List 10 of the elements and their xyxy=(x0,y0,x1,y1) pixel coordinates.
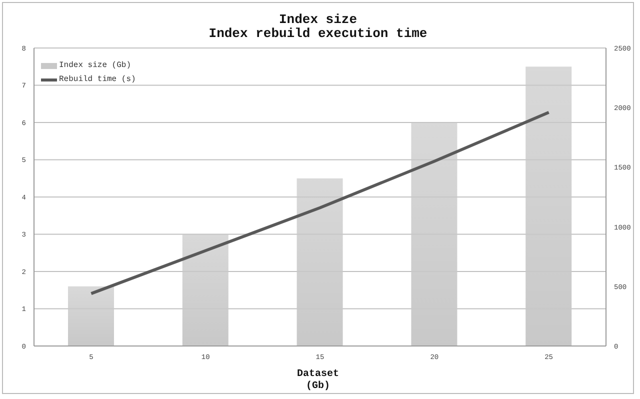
legend-label: Rebuild time (s) xyxy=(59,74,136,86)
bar xyxy=(526,66,572,346)
bar xyxy=(182,234,228,346)
legend-label: Index size (Gb) xyxy=(59,60,132,72)
chart-title: Index size Index rebuild execution time xyxy=(208,12,428,41)
x-axis-title: Dataset (Gb) xyxy=(296,369,340,393)
bar xyxy=(411,122,458,346)
line-series xyxy=(90,110,550,296)
bar xyxy=(68,286,114,346)
bar xyxy=(296,178,343,346)
